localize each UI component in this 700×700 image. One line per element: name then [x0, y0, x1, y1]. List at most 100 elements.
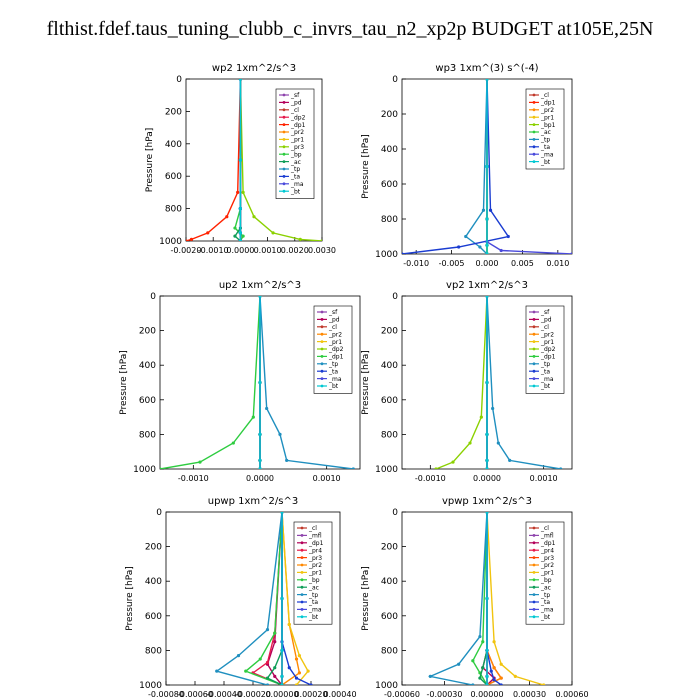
- data-point_bp: [258, 657, 262, 661]
- data-point_ac: [265, 676, 270, 680]
- data-point_tp: [508, 458, 512, 462]
- legend-marker: [282, 101, 286, 104]
- chart-title: upwp 1xm^2/s^3: [208, 496, 298, 507]
- legend-label: _pr2: [540, 107, 554, 114]
- legend-marker: [532, 362, 536, 366]
- legend-marker: [532, 571, 536, 574]
- data-point_tp: [428, 674, 432, 678]
- y-tick-label: 200: [145, 543, 162, 553]
- legend-label: _bt: [308, 614, 319, 621]
- legend-label: _cl: [540, 92, 549, 99]
- data-point_ta: [294, 676, 299, 680]
- legend-label: _dp1: [540, 354, 556, 361]
- legend-label: _pd: [290, 100, 302, 107]
- legend-marker: [532, 318, 536, 321]
- y-tick-label: 1000: [139, 681, 162, 691]
- data-point_tp: [457, 662, 461, 666]
- y-tick-label: 200: [381, 327, 398, 337]
- legend-marker: [532, 585, 536, 589]
- legend-marker: [532, 123, 536, 126]
- legend-label: _tp: [540, 137, 550, 144]
- data-point_ac: [478, 676, 482, 680]
- y-tick-label: 400: [139, 361, 156, 371]
- legend-label: _ac: [308, 584, 319, 591]
- legend-box: [293, 521, 333, 625]
- legend-label: _ta: [290, 174, 300, 181]
- x-tick-label: 0.0010: [313, 474, 341, 483]
- legend-label: _bt: [540, 614, 551, 621]
- data-point_ma: [570, 252, 572, 254]
- data-point_tp: [351, 467, 355, 469]
- x-tick-label: 0.0010: [254, 246, 282, 255]
- data-point_bt: [485, 467, 489, 469]
- legend-marker: [300, 556, 304, 559]
- data-point_tp: [215, 669, 219, 673]
- x-tick-label: 0.0010: [530, 474, 558, 483]
- x-tick-label: 0.010: [546, 259, 569, 268]
- legend-label: _cl: [540, 324, 549, 331]
- legend-label: _tp: [540, 592, 550, 599]
- data-point_bt: [258, 458, 262, 462]
- x-tick-label: -0.00040: [206, 690, 242, 699]
- legend-marker: [300, 534, 304, 537]
- y-tick-label: 200: [165, 107, 182, 117]
- data-point_pr4: [265, 660, 270, 665]
- data-point_bt: [280, 512, 284, 514]
- x-tick-label: -0.005: [439, 259, 465, 268]
- legend-label: _tp: [290, 166, 300, 173]
- legend-marker: [532, 541, 536, 545]
- legend-marker: [300, 541, 304, 545]
- x-tick-label: 0.00000: [265, 690, 298, 699]
- legend-label: _pr4: [540, 547, 554, 554]
- x-tick-label: -0.00030: [427, 690, 463, 699]
- legend-marker: [532, 377, 536, 380]
- legend-label: _ac: [290, 159, 301, 166]
- x-tick-label: 0.000: [476, 259, 499, 268]
- data-point_bt: [485, 648, 489, 653]
- data-point_pr1: [306, 669, 310, 673]
- data-point_bt: [238, 158, 242, 162]
- legend-marker: [532, 340, 536, 343]
- chart-title: wp2 1xm^2/s^3: [212, 63, 296, 74]
- legend-label: _bp1: [540, 122, 556, 129]
- y-tick-label: 800: [381, 646, 398, 656]
- legend-label: _sf: [328, 309, 338, 316]
- data-point_bt: [485, 683, 489, 685]
- legend-label: _ta: [540, 144, 550, 151]
- legend-marker: [282, 123, 286, 126]
- legend-label: _dp1: [540, 100, 556, 107]
- data-point_tp: [265, 406, 269, 411]
- legend-marker: [320, 362, 324, 366]
- series-line_bp: [244, 512, 283, 685]
- data-point_bt: [238, 207, 242, 211]
- legend-label: _ma: [308, 607, 322, 614]
- legend-marker: [320, 325, 324, 329]
- data-point_tp: [265, 628, 270, 632]
- series-line_ta: [402, 79, 510, 254]
- x-tick-label: -0.00060: [384, 690, 420, 699]
- y-tick-label: 200: [139, 327, 156, 337]
- legend-marker: [532, 160, 536, 164]
- legend-marker: [320, 340, 324, 343]
- data-point_dp2: [451, 460, 455, 464]
- y-tick-label: 0: [150, 292, 156, 302]
- data-point_bp: [471, 659, 475, 663]
- data-point_bp: [481, 640, 485, 644]
- x-tick-label: 0.00000: [470, 690, 503, 699]
- legend-marker: [300, 563, 304, 567]
- legend-label: _tp: [540, 361, 550, 368]
- y-tick-label: 0: [156, 508, 162, 518]
- legend-label: _bp: [290, 151, 302, 158]
- legend-marker: [320, 369, 324, 373]
- legend-label: _pr2: [290, 129, 304, 136]
- data-point_pr2: [297, 671, 301, 675]
- legend-label: _pr3: [308, 555, 322, 562]
- x-tick-label: 0.00060: [555, 690, 588, 699]
- data-point_ac: [233, 234, 237, 238]
- data-point_tp: [496, 441, 500, 445]
- legend-marker: [532, 600, 536, 604]
- y-axis-label: Pressure [hPa]: [361, 134, 371, 199]
- x-tick-label: 0.00030: [513, 690, 546, 699]
- data-point_dp1: [236, 190, 240, 194]
